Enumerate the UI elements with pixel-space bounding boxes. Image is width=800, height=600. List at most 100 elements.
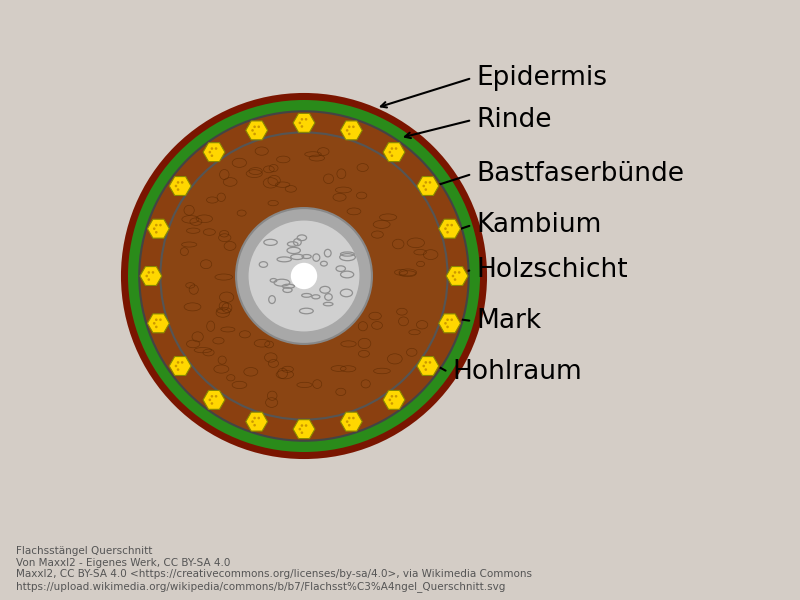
Ellipse shape [159, 319, 162, 321]
Ellipse shape [250, 418, 256, 425]
Ellipse shape [173, 183, 179, 189]
Polygon shape [383, 391, 405, 409]
Ellipse shape [422, 359, 429, 365]
Ellipse shape [174, 367, 182, 373]
Ellipse shape [450, 273, 456, 279]
Polygon shape [203, 391, 225, 409]
Ellipse shape [302, 116, 310, 122]
Ellipse shape [389, 400, 395, 407]
Text: Epidermis: Epidermis [476, 65, 607, 91]
Polygon shape [246, 121, 267, 140]
Ellipse shape [421, 183, 427, 189]
Ellipse shape [426, 179, 434, 185]
Ellipse shape [157, 222, 164, 229]
Ellipse shape [251, 129, 254, 131]
Ellipse shape [352, 417, 354, 419]
Polygon shape [293, 113, 315, 133]
Ellipse shape [450, 319, 453, 321]
Ellipse shape [350, 124, 357, 130]
Ellipse shape [454, 271, 456, 274]
Ellipse shape [301, 118, 303, 121]
Ellipse shape [138, 110, 470, 442]
Polygon shape [341, 121, 362, 140]
Ellipse shape [449, 316, 455, 323]
Ellipse shape [254, 424, 256, 427]
Ellipse shape [456, 269, 462, 275]
Ellipse shape [297, 426, 303, 433]
Ellipse shape [444, 323, 451, 330]
Ellipse shape [249, 221, 359, 331]
Polygon shape [383, 143, 405, 161]
Ellipse shape [146, 269, 152, 275]
Ellipse shape [389, 152, 395, 159]
Ellipse shape [206, 149, 213, 155]
Ellipse shape [390, 147, 394, 150]
Polygon shape [438, 314, 461, 333]
Ellipse shape [146, 277, 152, 283]
Ellipse shape [157, 316, 164, 323]
Ellipse shape [155, 319, 158, 321]
Ellipse shape [209, 151, 211, 154]
Polygon shape [147, 314, 170, 333]
Ellipse shape [393, 393, 399, 400]
Ellipse shape [213, 393, 219, 400]
Text: Kambium: Kambium [476, 212, 602, 238]
Polygon shape [246, 412, 267, 431]
Ellipse shape [210, 402, 214, 405]
Ellipse shape [422, 179, 429, 185]
Ellipse shape [152, 271, 154, 274]
Ellipse shape [449, 222, 455, 229]
Ellipse shape [386, 397, 393, 403]
Ellipse shape [394, 147, 398, 150]
Ellipse shape [348, 125, 350, 128]
Ellipse shape [422, 365, 425, 367]
Ellipse shape [422, 187, 429, 193]
Ellipse shape [390, 402, 394, 405]
Ellipse shape [350, 415, 357, 421]
Ellipse shape [446, 319, 449, 321]
Ellipse shape [452, 269, 458, 275]
Polygon shape [438, 219, 461, 238]
Ellipse shape [452, 275, 454, 277]
Ellipse shape [181, 361, 183, 364]
Ellipse shape [209, 393, 215, 400]
Ellipse shape [390, 395, 394, 398]
Ellipse shape [297, 119, 303, 126]
Text: Holzschicht: Holzschicht [476, 257, 628, 283]
Ellipse shape [213, 145, 219, 152]
Ellipse shape [251, 131, 258, 137]
Ellipse shape [143, 273, 150, 279]
Ellipse shape [177, 361, 179, 364]
Ellipse shape [150, 269, 156, 275]
Ellipse shape [301, 424, 303, 427]
Ellipse shape [153, 322, 155, 325]
Ellipse shape [291, 263, 318, 289]
Ellipse shape [209, 398, 211, 401]
Ellipse shape [251, 422, 258, 428]
Ellipse shape [454, 278, 456, 281]
Ellipse shape [128, 100, 480, 452]
Ellipse shape [235, 207, 373, 345]
Ellipse shape [421, 363, 427, 369]
Ellipse shape [346, 415, 353, 421]
Ellipse shape [153, 222, 159, 229]
Ellipse shape [389, 393, 395, 400]
Ellipse shape [346, 129, 349, 131]
Ellipse shape [458, 271, 461, 274]
Ellipse shape [147, 278, 150, 281]
Ellipse shape [206, 397, 213, 403]
Ellipse shape [422, 367, 429, 373]
Polygon shape [446, 266, 468, 286]
Ellipse shape [302, 422, 310, 429]
Text: Flachsstängel Querschnitt
Von Maxxl2 - Eigenes Werk, CC BY-SA 4.0
Maxxl2, CC BY-: Flachsstängel Querschnitt Von Maxxl2 - E… [16, 546, 532, 592]
Ellipse shape [298, 116, 306, 122]
Ellipse shape [174, 359, 182, 365]
Ellipse shape [258, 417, 260, 419]
Ellipse shape [394, 395, 398, 398]
Ellipse shape [209, 400, 215, 407]
Ellipse shape [174, 187, 182, 193]
Ellipse shape [254, 125, 256, 128]
Ellipse shape [298, 123, 306, 130]
Ellipse shape [251, 421, 254, 423]
Ellipse shape [151, 226, 158, 232]
